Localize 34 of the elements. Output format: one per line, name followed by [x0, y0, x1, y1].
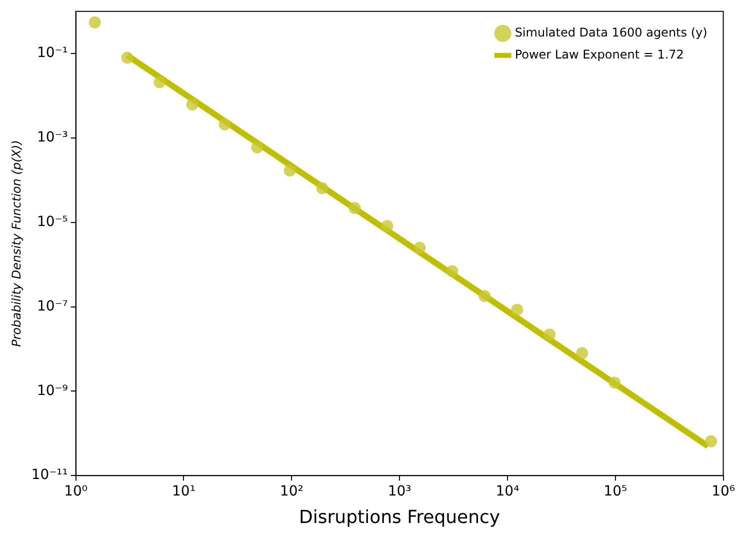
point [478, 290, 491, 302]
x-tick-label: 10³ [388, 484, 412, 500]
point [218, 118, 231, 130]
y-tick-label: 10⁻¹¹ [31, 467, 68, 484]
x-tick-label: 10¹ [172, 484, 196, 500]
x-tick-label: 10⁰ [64, 484, 88, 500]
y-tick-label: 10⁻⁹ [37, 382, 68, 399]
x-tick-label: 10⁴ [496, 484, 520, 500]
point [251, 141, 264, 154]
legend-label: Simulated Data 1600 agents (y) [514, 26, 708, 40]
point [88, 16, 101, 28]
x-tick-label: 10² [280, 484, 304, 500]
y-tick-label: 10⁻⁵ [37, 214, 68, 230]
point [414, 242, 426, 254]
x-tick-label: 10⁵ [604, 484, 628, 500]
point [608, 376, 621, 389]
point [154, 76, 166, 88]
point [544, 328, 556, 341]
point [381, 220, 394, 232]
y-tick-label: 10⁻¹ [37, 45, 68, 62]
point [511, 304, 524, 316]
y-axis-title: Probability Density Function (p(X)) [9, 140, 24, 347]
point [284, 164, 296, 176]
point [316, 182, 328, 194]
point [576, 347, 588, 360]
legend-label: Power Law Exponent = 1.72 [514, 48, 684, 62]
point [348, 202, 361, 214]
x-axis-title: Disruptions Frequency [299, 506, 500, 528]
x-tick-label: 10⁶ [712, 484, 736, 500]
y-tick-label: 10⁻⁷ [37, 298, 68, 314]
point [186, 98, 198, 111]
point [121, 52, 134, 64]
point [446, 265, 458, 278]
y-tick-label: 10⁻³ [37, 130, 68, 146]
